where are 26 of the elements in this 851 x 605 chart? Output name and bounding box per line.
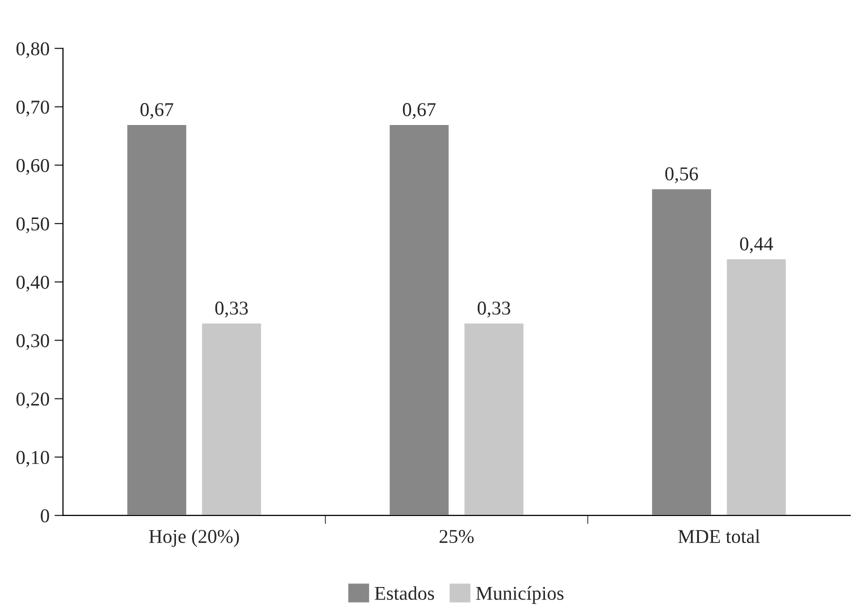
x-tick-label: MDE total xyxy=(678,529,760,544)
y-tick-label: 0,20 xyxy=(16,392,50,408)
y-tick-label: 0,40 xyxy=(16,276,50,292)
bar xyxy=(388,124,450,516)
y-tick-label: 0,30 xyxy=(16,334,50,350)
y-tick-label: 0,70 xyxy=(16,100,50,117)
data-label: 0,56 xyxy=(665,167,698,184)
y-tick-label: 0,60 xyxy=(16,158,50,175)
bar xyxy=(650,188,712,516)
data-label: 0,67 xyxy=(402,103,436,119)
y-tick-label: 0 xyxy=(40,509,50,522)
data-label: 0,33 xyxy=(478,302,510,318)
legend-label: Municípios xyxy=(476,586,564,604)
y-tick-label: 0,80 xyxy=(16,42,50,58)
x-tick-label: Hoje (20%) xyxy=(149,529,239,547)
bar xyxy=(200,322,262,516)
bar xyxy=(463,322,525,516)
x-tick-label: 25% xyxy=(440,530,474,544)
bar xyxy=(126,124,188,516)
data-label: 0,67 xyxy=(140,103,174,119)
bar xyxy=(725,258,788,516)
data-label: 0,44 xyxy=(740,237,774,254)
data-label: 0,33 xyxy=(215,302,248,318)
legend-label: Estados xyxy=(374,586,434,600)
y-tick-label: 0,50 xyxy=(16,217,50,234)
y-tick-label: 0,10 xyxy=(16,450,50,467)
